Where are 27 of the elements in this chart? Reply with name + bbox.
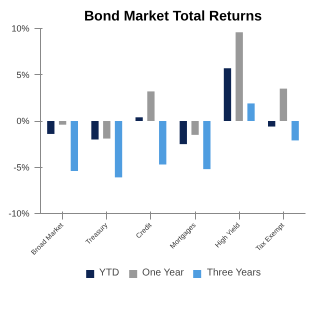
y-tick-label: 0% — [16, 116, 30, 126]
legend-label: YTD — [99, 268, 120, 278]
bar — [247, 103, 255, 121]
bar — [268, 121, 276, 127]
y-tick-label: -10% — [8, 208, 30, 218]
bar — [135, 117, 143, 121]
bar — [147, 91, 155, 121]
y-tick-label: 5% — [16, 70, 30, 80]
y-tick-label: 10% — [11, 24, 30, 34]
bar — [180, 121, 187, 144]
bar — [292, 121, 299, 140]
chart-title: Bond Market Total Returns — [84, 8, 262, 24]
legend-label: Three Years — [206, 268, 261, 278]
bar — [236, 32, 243, 121]
bar — [203, 121, 211, 170]
bar — [103, 121, 110, 139]
bar — [47, 121, 54, 134]
bar — [280, 88, 288, 121]
bar — [91, 121, 99, 140]
bar — [159, 121, 166, 164]
legend-label: One Year — [142, 268, 184, 278]
bar — [224, 68, 232, 121]
bar — [114, 121, 122, 178]
y-tick-label: -5% — [13, 162, 30, 172]
bar — [58, 121, 66, 125]
bar — [70, 121, 78, 171]
bar — [191, 121, 199, 135]
